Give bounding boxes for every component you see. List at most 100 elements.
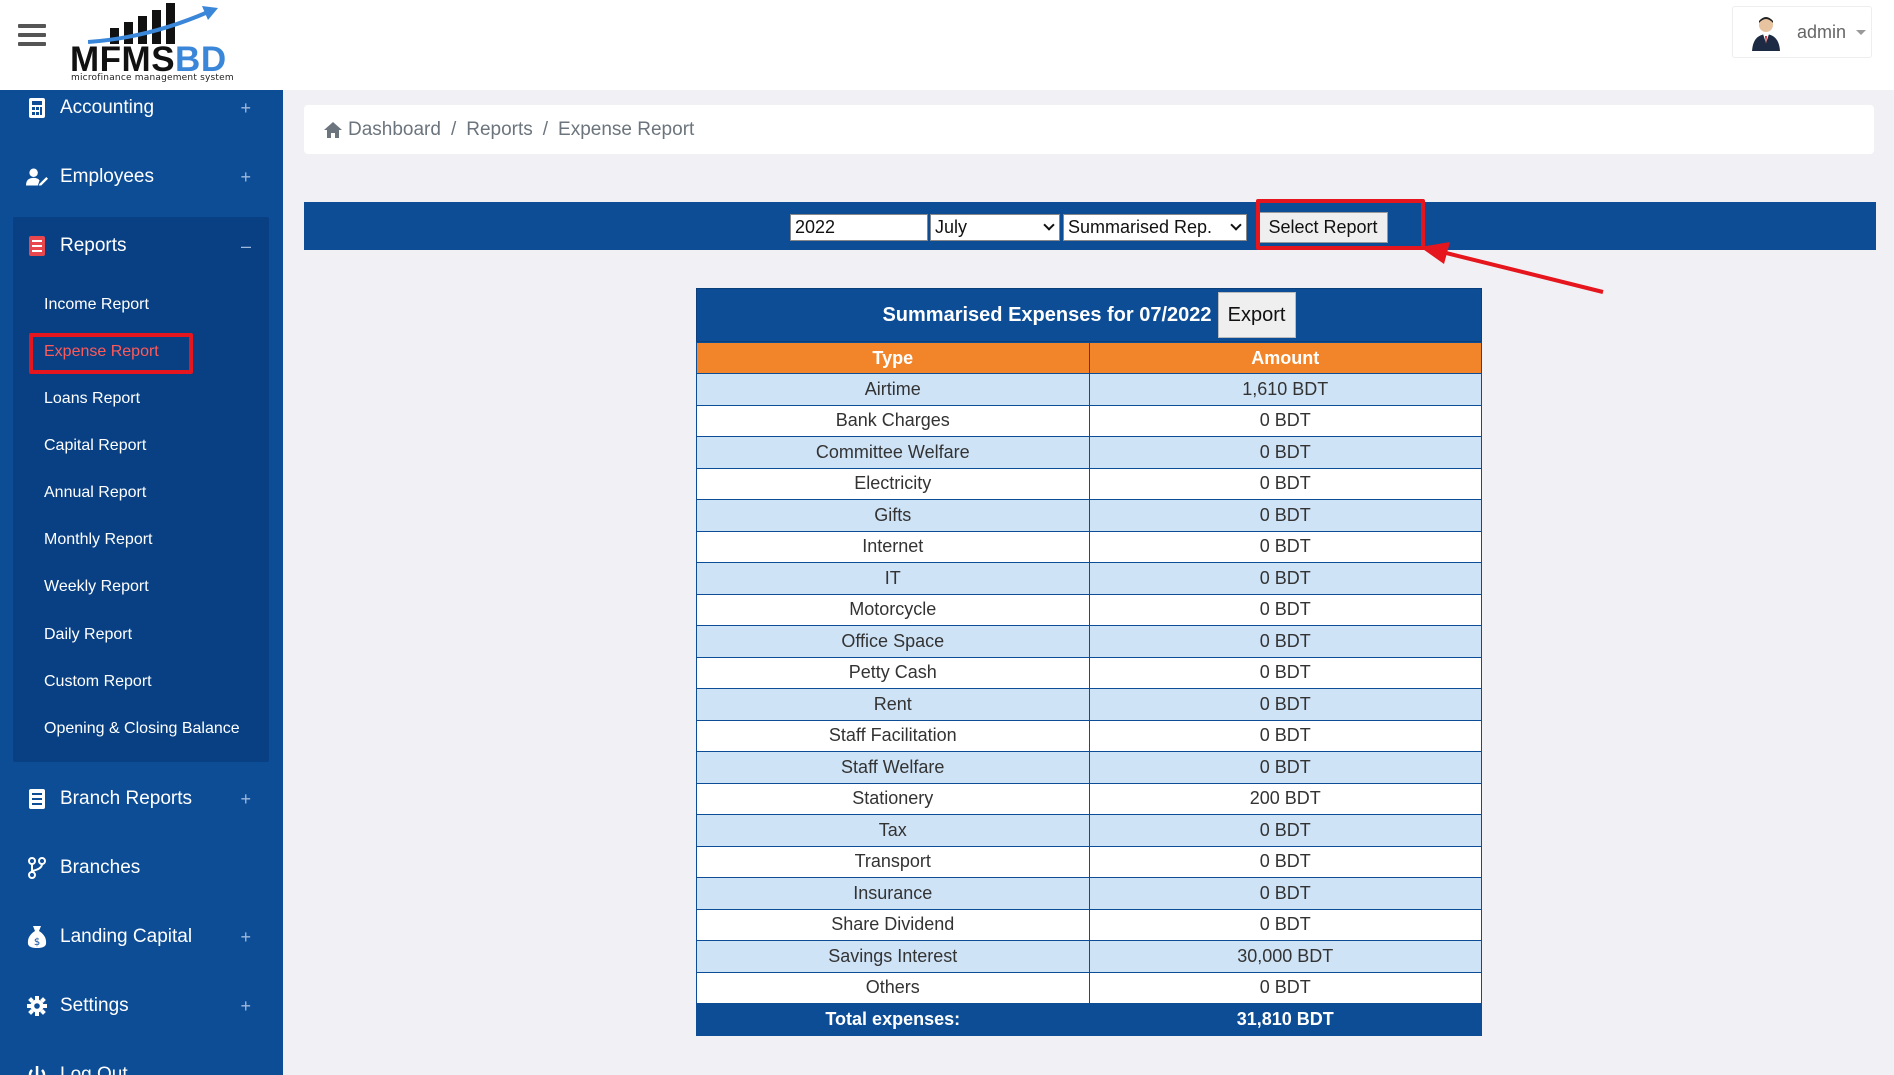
sidebar-item-daily-report[interactable]: Daily Report	[44, 626, 133, 643]
collapse-minus-icon: –	[240, 235, 251, 256]
cell-amount: 0 BDT	[1088, 971, 1482, 1004]
cell-amount: 0 BDT	[1088, 908, 1482, 941]
cell-type: IT	[696, 562, 1090, 595]
highlight-box-expense-report	[29, 333, 193, 374]
code-branch-icon	[26, 857, 48, 879]
table-row: Committee Welfare 0 BDT	[696, 436, 1482, 469]
menu-toggle-icon[interactable]	[18, 24, 46, 46]
breadcrumb-reports-link[interactable]: Reports	[466, 118, 533, 140]
sidebar-item-custom-report[interactable]: Custom Report	[44, 673, 152, 690]
table-row: Share Dividend 0 BDT	[696, 908, 1482, 941]
sidebar-item-weekly-report[interactable]: Weekly Report	[44, 578, 149, 595]
sidebar-item-landing-capital[interactable]: $ Landing Capital +	[0, 912, 283, 962]
sidebar-label-accounting: Accounting	[60, 97, 155, 118]
cell-type: Electricity	[696, 467, 1090, 500]
sidebar-label-settings: Settings	[60, 995, 129, 1016]
table-row: IT 0 BDT	[696, 562, 1482, 595]
sidebar-item-annual-report[interactable]: Annual Report	[44, 484, 147, 501]
chevron-down-icon	[1856, 29, 1867, 35]
top-bar: MFMSBD microfinance management system ad…	[0, 0, 1894, 90]
sidebar-label-reports: Reports	[60, 235, 127, 256]
sidebar-label-branch-reports: Branch Reports	[60, 788, 193, 809]
cell-type: Petty Cash	[696, 656, 1090, 689]
table-row: Insurance 0 BDT	[696, 877, 1482, 910]
report-filter-bar: 2022 July Summarised Rep. Select Report	[304, 202, 1876, 250]
sidebar-item-income-report[interactable]: Income Report	[44, 296, 149, 313]
table-row: Tax 0 BDT	[696, 814, 1482, 847]
sidebar-item-monthly-report[interactable]: Monthly Report	[44, 531, 153, 548]
export-button[interactable]: Export	[1217, 292, 1296, 338]
user-edit-icon	[26, 166, 48, 188]
sidebar-item-employees[interactable]: Employees +	[0, 152, 283, 202]
select-report-button[interactable]: Select Report	[1258, 212, 1388, 243]
cell-amount: 0 BDT	[1088, 625, 1482, 658]
reports-submenu-panel	[13, 217, 269, 762]
table-row: Bank Charges 0 BDT	[696, 404, 1482, 437]
cell-type: Gifts	[696, 499, 1090, 532]
table-row: Airtime 1,610 BDT	[696, 373, 1482, 406]
cell-type: Staff Welfare	[696, 751, 1090, 784]
table-row: Office Space 0 BDT	[696, 625, 1482, 658]
cell-amount: 1,610 BDT	[1088, 373, 1482, 406]
cell-type: Transport	[696, 845, 1090, 878]
sidebar-label-branches: Branches	[60, 857, 141, 878]
expand-plus-icon: +	[240, 788, 251, 809]
annotation-arrow	[1420, 242, 1604, 294]
sidebar: Accounting + Employees + Reports – Incom…	[0, 90, 283, 1075]
year-input[interactable]: 2022	[790, 214, 928, 241]
sidebar-label-employees: Employees	[60, 166, 154, 187]
cell-type: Staff Facilitation	[696, 719, 1090, 752]
sidebar-item-logout[interactable]: Log Out	[0, 1050, 283, 1075]
breadcrumb-separator: /	[542, 118, 549, 140]
table-row: Others 0 BDT	[696, 971, 1482, 1004]
sidebar-item-loans-report[interactable]: Loans Report	[44, 390, 141, 407]
report-type-select[interactable]: Summarised Rep.	[1063, 214, 1247, 241]
sidebar-item-accounting[interactable]: Accounting +	[0, 90, 283, 133]
cell-amount: 0 BDT	[1088, 530, 1482, 563]
user-menu[interactable]: admin	[1732, 6, 1872, 58]
cell-type: Share Dividend	[696, 908, 1090, 941]
chevron-down-icon	[1230, 219, 1242, 231]
logo-tagline: microfinance management system	[71, 73, 234, 83]
sidebar-item-branches[interactable]: Branches	[0, 843, 283, 893]
sidebar-item-expense-report[interactable]: Expense Report	[44, 343, 159, 360]
table-row: Petty Cash 0 BDT	[696, 656, 1482, 689]
cell-amount: 0 BDT	[1088, 751, 1482, 784]
app-logo[interactable]: MFMSBD microfinance management system	[68, 0, 246, 86]
cell-amount: 0 BDT	[1088, 877, 1482, 910]
cell-type: Rent	[696, 688, 1090, 721]
sidebar-item-capital-report[interactable]: Capital Report	[44, 437, 147, 454]
money-bag-icon: $	[26, 926, 48, 948]
calculator-icon	[26, 97, 48, 119]
sidebar-item-branch-reports[interactable]: Branch Reports +	[0, 774, 283, 824]
expand-plus-icon: +	[240, 97, 251, 118]
breadcrumb-current: Expense Report	[558, 118, 695, 140]
table-row: Staff Welfare 0 BDT	[696, 751, 1482, 784]
cell-amount: 0 BDT	[1088, 656, 1482, 689]
cell-type: Bank Charges	[696, 404, 1090, 437]
sidebar-item-settings[interactable]: Settings +	[0, 981, 283, 1031]
logo-wordmark: MFMSBD	[70, 40, 227, 79]
column-header-type: Type	[696, 342, 1090, 374]
breadcrumb-dashboard-link[interactable]: Dashboard	[348, 118, 441, 140]
power-icon	[26, 1064, 48, 1075]
cell-type: Tax	[696, 814, 1090, 847]
cell-amount: 0 BDT	[1088, 845, 1482, 878]
cell-amount: 0 BDT	[1088, 719, 1482, 752]
month-select-value: July	[935, 217, 968, 237]
cell-type: Stationery	[696, 782, 1090, 815]
breadcrumb: Dashboard / Reports / Expense Report	[304, 105, 1874, 154]
sidebar-item-reports[interactable]: Reports –	[0, 221, 283, 271]
table-row: Staff Facilitation 0 BDT	[696, 719, 1482, 752]
expenses-table: Type Amount Airtime 1,610 BDT Bank Charge…	[696, 342, 1482, 1036]
cell-amount: 30,000 BDT	[1088, 940, 1482, 973]
expand-plus-icon: +	[240, 926, 251, 947]
month-select[interactable]: July	[930, 214, 1060, 241]
breadcrumb-separator: /	[450, 118, 457, 140]
table-header-row: Type Amount	[696, 342, 1482, 374]
highlight-box-select-report	[1256, 199, 1425, 250]
sidebar-item-opening-closing-balance[interactable]: Opening & Closing Balance	[44, 720, 240, 737]
gear-icon	[26, 995, 48, 1017]
column-header-amount: Amount	[1088, 342, 1482, 374]
table-row: Electricity 0 BDT	[696, 467, 1482, 500]
